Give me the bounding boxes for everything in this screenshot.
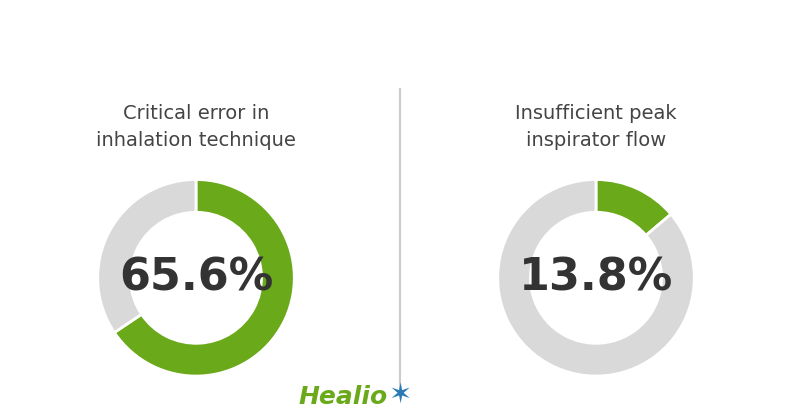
Text: Critical error in
inhalation technique: Critical error in inhalation technique [96, 104, 296, 150]
Wedge shape [114, 179, 294, 376]
Wedge shape [498, 179, 694, 376]
Wedge shape [98, 179, 196, 333]
Wedge shape [596, 179, 671, 235]
Text: Insufficient peak
inspirator flow: Insufficient peak inspirator flow [515, 104, 677, 150]
Text: 65.6%: 65.6% [119, 256, 273, 299]
Text: Proportion of inhalers misused based on reason:: Proportion of inhalers misused based on … [113, 23, 687, 42]
Text: Healio: Healio [298, 385, 387, 409]
Text: 13.8%: 13.8% [519, 256, 673, 299]
Text: ✶: ✶ [388, 382, 412, 410]
